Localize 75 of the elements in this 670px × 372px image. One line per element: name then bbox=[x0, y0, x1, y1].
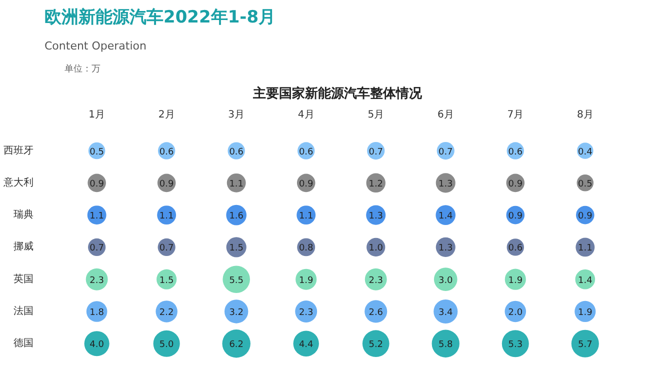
data-label: 1.2 bbox=[368, 179, 384, 190]
data-label: 1.3 bbox=[438, 244, 453, 254]
data-label: 0.6 bbox=[298, 147, 314, 158]
data-label: 4.0 bbox=[90, 340, 104, 350]
data-label: 0.7 bbox=[159, 244, 174, 254]
data-label: 3.0 bbox=[438, 276, 454, 286]
data-label: 1.9 bbox=[298, 276, 314, 286]
data-label: 2.0 bbox=[508, 308, 523, 318]
data-label: 1.4 bbox=[438, 212, 454, 222]
data-label: 1.1 bbox=[90, 212, 104, 222]
x-tick-label: 4月 bbox=[298, 110, 314, 120]
data-label: 2.3 bbox=[368, 276, 384, 286]
data-label: 1.0 bbox=[368, 244, 384, 254]
data-label: 2.3 bbox=[298, 308, 314, 318]
data-label: 5.0 bbox=[159, 340, 174, 350]
data-label: 0.9 bbox=[298, 179, 314, 190]
data-label: 0.7 bbox=[438, 147, 453, 158]
data-label: 0.6 bbox=[159, 147, 174, 158]
data-label: 6.2 bbox=[229, 340, 244, 350]
data-label: 0.5 bbox=[578, 179, 592, 190]
data-label: 5.5 bbox=[229, 276, 244, 286]
data-label: 0.9 bbox=[159, 179, 174, 190]
data-label: 0.9 bbox=[90, 179, 104, 190]
data-label: 1.3 bbox=[438, 179, 453, 190]
data-label: 1.1 bbox=[578, 244, 592, 254]
data-label: 1.3 bbox=[368, 212, 384, 222]
data-label: 1.4 bbox=[578, 276, 593, 286]
data-label: 2.3 bbox=[90, 276, 104, 286]
text: 单位：万 bbox=[64, 64, 100, 74]
y-tick-label: 挪威 bbox=[14, 240, 34, 253]
data-label: 2.2 bbox=[159, 308, 174, 318]
data-label: 0.6 bbox=[508, 244, 523, 254]
data-label: 5.3 bbox=[508, 340, 523, 350]
data-label: 5.7 bbox=[578, 340, 592, 350]
data-label: 2.6 bbox=[368, 308, 384, 318]
data-label: 3.2 bbox=[229, 308, 244, 318]
y-tick-label: 西班牙 bbox=[4, 144, 34, 156]
data-label: 5.2 bbox=[368, 340, 384, 350]
data-label: 1.1 bbox=[229, 179, 244, 190]
text: 主要国家新能源汽车整体情况 bbox=[252, 86, 423, 102]
data-label: 0.9 bbox=[508, 179, 523, 190]
y-tick-label: 瑞典 bbox=[14, 208, 34, 221]
x-tick-label: 2月 bbox=[158, 110, 175, 120]
data-label: 0.6 bbox=[229, 147, 244, 158]
data-label: 0.9 bbox=[578, 212, 593, 222]
data-label: 1.9 bbox=[508, 276, 523, 286]
y-tick-label: 英国 bbox=[14, 272, 34, 285]
data-label: 1.5 bbox=[159, 276, 174, 286]
data-label: 0.9 bbox=[508, 212, 523, 222]
data-label: 0.6 bbox=[508, 147, 523, 158]
data-label: 1.8 bbox=[90, 308, 104, 318]
data-label: 3.4 bbox=[438, 308, 454, 318]
data-label: 0.7 bbox=[368, 147, 384, 158]
y-tick-label: 法国 bbox=[14, 304, 34, 317]
data-label: 1.6 bbox=[229, 212, 244, 222]
data-label: 0.7 bbox=[90, 244, 104, 254]
x-tick-label: 6月 bbox=[437, 110, 454, 120]
x-tick-label: 7月 bbox=[507, 110, 524, 120]
data-label: 5.8 bbox=[438, 340, 454, 350]
x-tick-label: 1月 bbox=[88, 110, 106, 120]
x-tick-label: 3月 bbox=[228, 110, 245, 120]
data-label: 1.1 bbox=[298, 212, 314, 222]
data-label: 1.1 bbox=[159, 212, 174, 222]
data-label: 1.5 bbox=[229, 244, 244, 254]
y-tick-label: 德国 bbox=[14, 338, 34, 350]
data-label: 4.4 bbox=[298, 340, 314, 350]
x-tick-label: 8月 bbox=[576, 110, 594, 120]
chart-subtitle: Content Operation bbox=[44, 40, 147, 52]
y-tick-label: 意大利 bbox=[2, 176, 34, 188]
x-tick-label: 5月 bbox=[368, 110, 384, 120]
data-label: 0.4 bbox=[578, 147, 593, 158]
data-label: 0.8 bbox=[298, 244, 314, 254]
data-label: 0.5 bbox=[90, 147, 104, 158]
data-label: 1.9 bbox=[578, 308, 593, 318]
chart-title: 欧洲新能源汽车2022年1-8月 bbox=[44, 8, 276, 28]
